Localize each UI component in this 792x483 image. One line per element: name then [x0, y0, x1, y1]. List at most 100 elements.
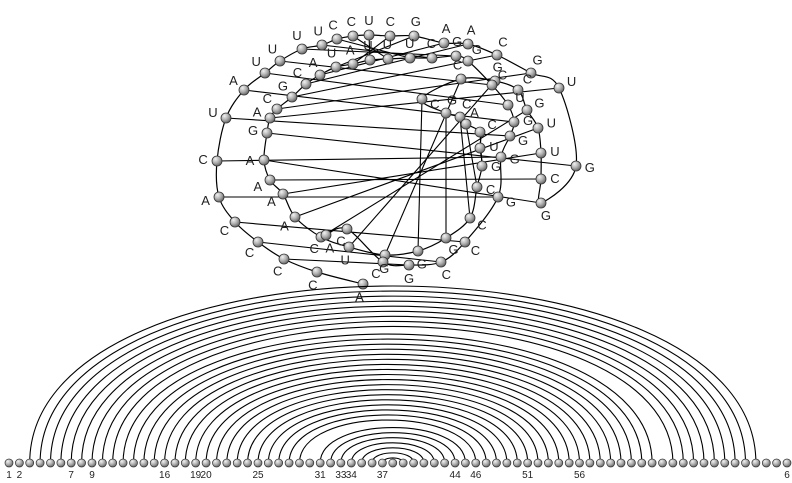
pair-arc	[330, 432, 456, 464]
base-pair-line	[276, 72, 532, 110]
nucleotide-letter: A	[229, 73, 238, 88]
nucleotide-letter: G	[534, 96, 544, 111]
nucleotide-letter: A	[280, 218, 289, 233]
nucleotide-node	[464, 212, 476, 224]
axis-node	[637, 458, 647, 468]
nucleotide-node	[492, 191, 504, 203]
axis-node	[118, 458, 128, 468]
axis-node	[471, 458, 481, 468]
base-pair-line	[283, 258, 410, 266]
nucleotide-letter: C	[293, 65, 302, 80]
axis-node	[129, 458, 138, 468]
axis-node	[730, 458, 740, 468]
axis-node	[180, 458, 190, 468]
nucleotide-letter: C	[523, 72, 532, 87]
pair-arc	[70, 305, 715, 464]
axis-node	[678, 458, 688, 468]
axis-node	[606, 458, 616, 468]
nucleotide-letter: C	[550, 171, 559, 186]
axis-node	[201, 458, 211, 468]
nucleotide-node	[331, 33, 343, 45]
nucleotide-node	[300, 78, 312, 90]
axis-node	[554, 458, 564, 468]
nucleotide-letter: G	[510, 152, 520, 167]
nucleotide-letter: U	[363, 38, 372, 53]
axis-tick-label: 20	[201, 470, 213, 481]
nucleotide-node	[377, 256, 389, 268]
nucleotide-node	[211, 155, 223, 167]
pair-arc	[195, 368, 581, 464]
axis-node	[595, 458, 605, 468]
pair-arc	[174, 358, 601, 464]
nucleotide-letter: G	[447, 92, 457, 107]
nucleotide-node	[474, 126, 486, 138]
nucleotide-node	[412, 245, 424, 257]
axis-node	[544, 458, 553, 468]
base-pair-line	[266, 132, 577, 167]
axis-node	[627, 458, 636, 468]
nucleotide-letter: G	[518, 133, 528, 148]
axis-node	[263, 458, 273, 468]
pair-arc	[184, 363, 591, 464]
axis-node	[782, 458, 792, 468]
nucleotide-node	[404, 52, 416, 64]
nucleotide-letter: A	[267, 194, 276, 209]
base-pair-line	[320, 109, 528, 238]
nucleotide-node	[213, 191, 225, 203]
base-pair-line	[352, 35, 389, 60]
nucleotide-node	[403, 259, 415, 271]
axis-node	[4, 458, 14, 468]
axis-node	[191, 458, 201, 468]
axis-node	[461, 458, 470, 468]
pair-arc	[340, 437, 446, 464]
nucleotide-letter: C	[462, 97, 471, 112]
nucleotide-letter: A	[442, 21, 451, 36]
nucleotide-letter: C	[371, 266, 380, 281]
pair-arc	[164, 353, 612, 464]
axis-tick-label: 51	[522, 470, 534, 481]
nucleotide-letter: C	[430, 97, 439, 112]
axis-node	[295, 458, 304, 468]
axis-node	[741, 458, 750, 468]
axis-node	[15, 458, 24, 468]
axis-node	[772, 458, 781, 468]
axis-tick-label: 1	[6, 470, 12, 481]
base-pair-line	[352, 35, 391, 65]
axis-node	[720, 458, 730, 468]
nucleotide-node	[330, 61, 342, 73]
base-pair-line	[465, 123, 478, 188]
nucleotide-node	[316, 39, 328, 51]
nucleotide-letter: G	[404, 271, 414, 286]
axis-node	[388, 458, 398, 468]
axis-node	[710, 458, 719, 468]
nucleotide-node	[357, 278, 369, 290]
nucleotide-node	[512, 84, 524, 96]
pair-arc	[60, 300, 726, 464]
nucleotide-node	[535, 147, 547, 159]
pair-arc	[226, 384, 549, 464]
nucleotide-letter: C	[310, 241, 319, 256]
nucleotide-letter: U	[567, 74, 576, 89]
axis-tick-label: 7	[68, 470, 74, 481]
nucleotide-node	[454, 111, 466, 123]
nucleotide-node	[570, 160, 582, 172]
nucleotide-letter: G	[379, 261, 389, 276]
axis-node	[533, 458, 543, 468]
nucleotide-node	[289, 211, 301, 223]
nucleotide-node	[286, 91, 298, 103]
nucleotide-letter: C	[347, 14, 356, 29]
nucleotide-letter: C	[263, 91, 272, 106]
nucleotide-letter: C	[386, 14, 395, 29]
axis-node	[378, 458, 387, 468]
axis-node	[429, 458, 439, 468]
nucleotide-letter: C	[486, 182, 495, 197]
nucleotide-letter: A	[346, 42, 355, 57]
nucleotide-letter: C	[498, 68, 507, 83]
base-pair-line	[348, 80, 496, 248]
arc-diagram: 1 2 7 9 16 19 20 25 31 33 34 37 44 46 51 56 6	[4, 285, 792, 481]
axis-node	[149, 458, 159, 468]
axis-node	[98, 458, 107, 468]
axis-node	[564, 458, 574, 468]
nucleotide-letter: G	[417, 257, 427, 272]
